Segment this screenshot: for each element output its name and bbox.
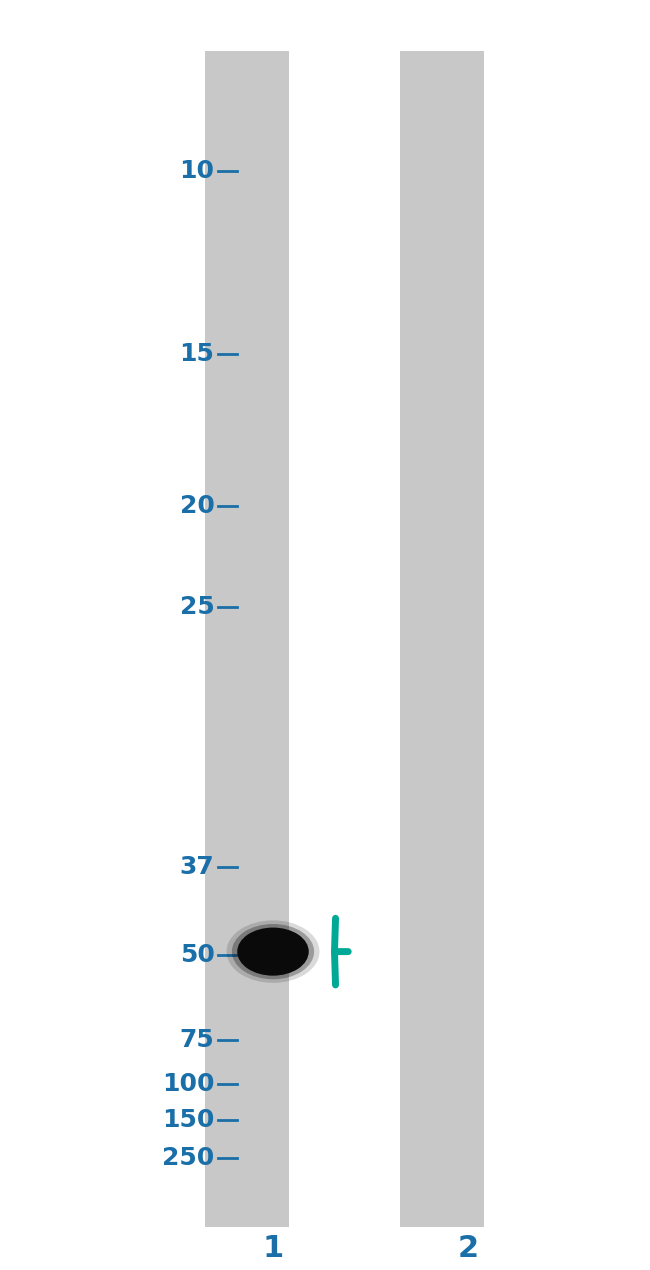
Ellipse shape xyxy=(232,925,314,979)
Text: 100: 100 xyxy=(162,1072,214,1096)
FancyBboxPatch shape xyxy=(205,51,289,1228)
Text: 2: 2 xyxy=(458,1234,478,1262)
Ellipse shape xyxy=(226,921,320,983)
Text: 37: 37 xyxy=(180,855,214,879)
Text: 75: 75 xyxy=(180,1029,214,1053)
Text: 1: 1 xyxy=(263,1234,283,1262)
Text: 25: 25 xyxy=(180,596,214,620)
Text: 250: 250 xyxy=(162,1146,214,1170)
Text: 50: 50 xyxy=(179,944,214,968)
Text: 20: 20 xyxy=(179,494,214,518)
Text: 10: 10 xyxy=(179,159,214,183)
Text: 15: 15 xyxy=(179,343,214,366)
Ellipse shape xyxy=(237,927,309,975)
FancyBboxPatch shape xyxy=(400,51,484,1228)
Text: 150: 150 xyxy=(162,1107,214,1132)
